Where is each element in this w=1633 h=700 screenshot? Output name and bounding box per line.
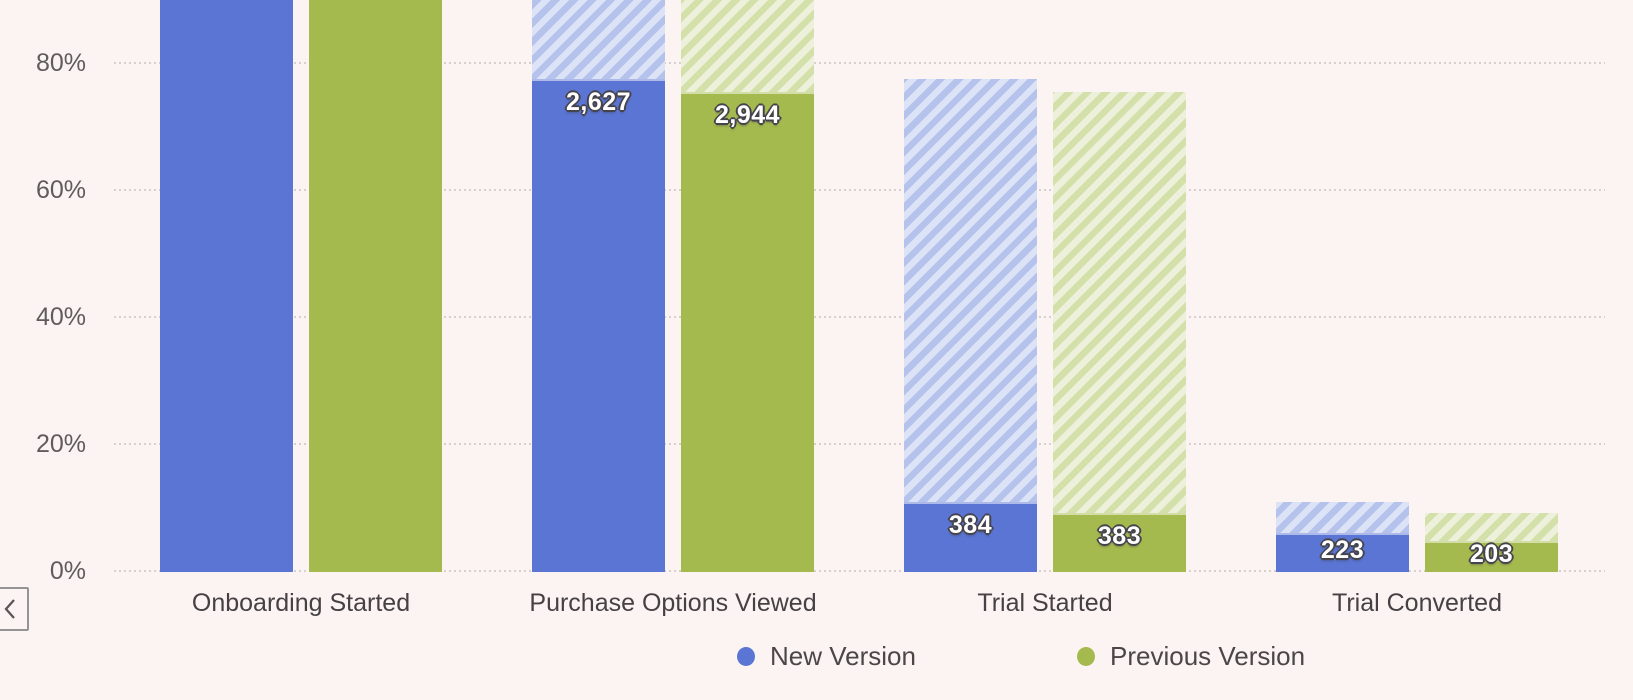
bar-converted-previous-version[interactable] (1425, 540, 1558, 572)
legend-item-previous-version[interactable]: Previous Version (1077, 640, 1305, 672)
legend-item-new-version[interactable]: New Version (737, 640, 916, 672)
bar-value-label: 223 (1320, 536, 1365, 565)
bar-value-label: 2,944 (714, 100, 781, 129)
legend-label: New Version (770, 640, 916, 671)
bar-dropoff-new-version[interactable] (904, 79, 1037, 503)
x-axis-category-label: Purchase Options Viewed (529, 589, 817, 617)
bar-converted-new-version[interactable] (160, 0, 293, 572)
gridline (114, 189, 1605, 191)
x-axis-category-label: Trial Started (977, 589, 1113, 617)
bar-converted-new-version[interactable] (1276, 532, 1409, 572)
bar-converted-new-version[interactable] (904, 502, 1037, 572)
scroll-left-button[interactable] (0, 587, 29, 631)
y-axis-tick-label: 0% (49, 557, 86, 585)
bar-converted-new-version[interactable] (532, 79, 665, 572)
gridline (114, 62, 1605, 64)
y-axis-tick-label: 60% (35, 176, 86, 204)
chevron-left-icon (2, 597, 18, 621)
bar-value-label: 383 (1097, 521, 1142, 550)
bar-dropoff-previous-version[interactable] (1053, 91, 1186, 513)
gridline (114, 316, 1605, 318)
x-axis-category-label: Trial Converted (1332, 589, 1502, 617)
y-axis-tick-label: 20% (35, 430, 86, 458)
bar-converted-previous-version[interactable] (681, 91, 814, 572)
bar-dropoff-previous-version[interactable] (1425, 512, 1558, 541)
y-axis-tick-label: 80% (35, 49, 86, 77)
bar-dropoff-previous-version[interactable] (681, 0, 814, 92)
bar-dropoff-new-version[interactable] (1276, 502, 1409, 533)
x-axis-category-label: Onboarding Started (191, 589, 411, 617)
legend-dot-previous-version-icon (1077, 646, 1095, 666)
gridline (114, 570, 1605, 572)
bar-value-label: 384 (948, 511, 993, 540)
bar-value-label: 203 (1469, 540, 1514, 569)
gridline (114, 443, 1605, 445)
legend-label: Previous Version (1110, 640, 1306, 671)
bar-value-label: 2,627 (565, 88, 632, 117)
legend-dot-new-version-icon (737, 646, 755, 666)
bar-converted-previous-version[interactable] (1053, 512, 1186, 572)
bar-converted-previous-version[interactable] (309, 0, 442, 572)
bar-dropoff-new-version[interactable] (532, 0, 665, 80)
y-axis-tick-label: 40% (35, 303, 86, 331)
